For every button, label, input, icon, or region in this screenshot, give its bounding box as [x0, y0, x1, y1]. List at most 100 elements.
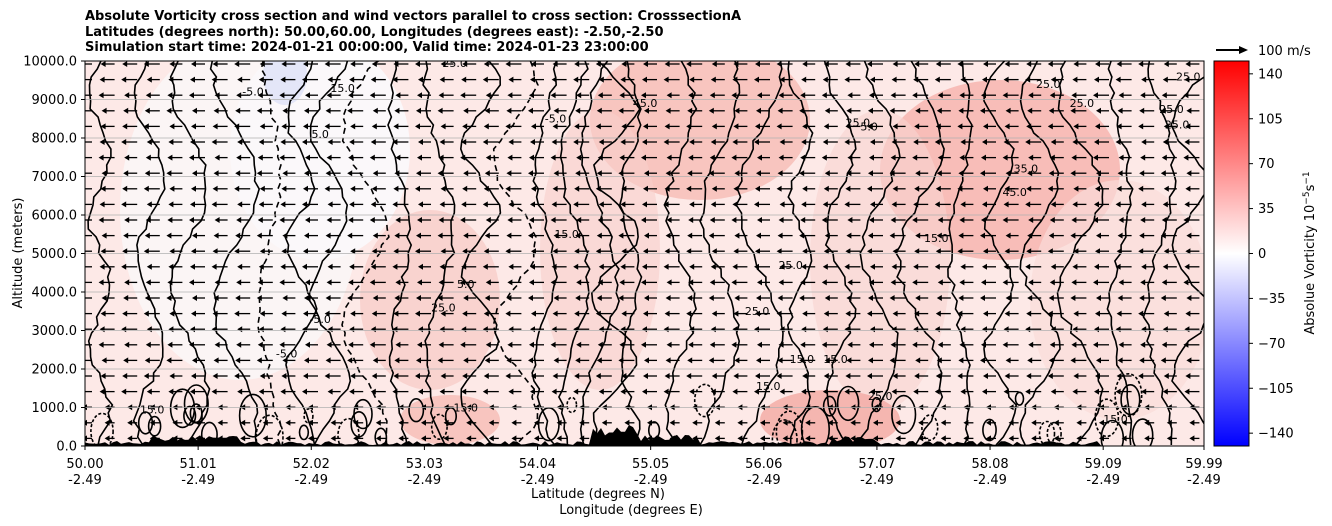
wind-vector-head	[1072, 76, 1078, 83]
colorbar-tick-label: −105	[1258, 382, 1294, 397]
wind-vector-head	[369, 217, 375, 223]
wind-vector-head	[1117, 295, 1123, 301]
wind-vector-head	[935, 248, 941, 255]
wind-vector-head	[146, 388, 152, 395]
wind-vector-head	[937, 154, 943, 161]
wind-vector-head	[915, 295, 921, 301]
wind-vector-head	[777, 357, 783, 364]
wind-vector-head	[461, 263, 467, 270]
wind-vector-head	[146, 201, 152, 208]
wind-vector-head	[573, 388, 579, 395]
wind-vector-head	[709, 341, 715, 348]
wind-vector-head	[709, 279, 715, 286]
wind-vector-head	[1048, 107, 1054, 114]
wind-vector-head	[302, 388, 307, 395]
contour-label: 45.0	[1002, 186, 1027, 199]
colorbar-tick-label: 70	[1258, 157, 1275, 172]
wind-vector-head	[279, 92, 285, 99]
wind-vector-head	[439, 76, 445, 83]
wind-vector-head	[1002, 217, 1008, 223]
wind-vector-head	[191, 61, 196, 67]
wind-vector-head	[799, 170, 805, 177]
wind-vector-head	[438, 279, 444, 286]
wind-vector-head	[776, 373, 782, 379]
wind-vector-head	[573, 201, 579, 208]
wind-vector-head	[417, 279, 422, 286]
wind-vector-head	[644, 295, 649, 301]
wind-vector-head	[756, 295, 761, 301]
contour-label: 45.0	[633, 97, 658, 110]
wind-vector-head	[418, 201, 423, 208]
wind-vector-head	[100, 310, 106, 317]
wind-vector-head	[534, 419, 539, 426]
wind-vector-head	[579, 435, 585, 442]
wind-vector-head	[983, 310, 988, 317]
wind-vector-head	[145, 154, 151, 161]
wind-vector-head	[1095, 123, 1100, 130]
wind-vector-head	[618, 107, 624, 114]
wind-vector-head	[869, 279, 874, 286]
wind-vector-head	[98, 279, 104, 286]
title-line-2: Latitudes (degrees north): 50.00,60.00, …	[85, 24, 664, 40]
wind-vector-head	[802, 61, 808, 67]
wind-vector-head	[1185, 61, 1191, 67]
wind-vector-head	[212, 373, 218, 379]
wind-vector-head	[889, 170, 895, 177]
wind-vector-head	[437, 170, 443, 177]
wind-vector-head	[889, 357, 895, 364]
wind-vector-head	[1140, 217, 1146, 223]
wind-vector-head	[595, 61, 601, 67]
wind-vector-head	[665, 170, 671, 177]
wind-vector-head	[1047, 373, 1053, 379]
x-tick-lat: 51.01	[180, 457, 217, 472]
wind-vector-head	[644, 107, 649, 114]
wind-vector-head	[98, 217, 104, 223]
wind-vector-head	[934, 139, 940, 145]
wind-vector-head	[326, 217, 332, 223]
wind-vector-head	[552, 61, 558, 67]
wind-vector-head	[1047, 61, 1053, 67]
wind-vector-head	[665, 107, 671, 114]
wind-vector-head	[101, 232, 107, 239]
wind-vector-head	[986, 435, 991, 442]
wind-vector-head	[708, 295, 714, 301]
wind-vector-head	[350, 61, 356, 67]
wind-vector-head	[1072, 201, 1078, 208]
x-tick-lon: -2.49	[747, 473, 781, 488]
wind-vector-head	[669, 419, 675, 426]
wind-vector-head	[800, 341, 806, 348]
wind-vector-head	[416, 107, 421, 114]
wind-vector-head	[99, 263, 105, 270]
wind-vector-head	[463, 357, 469, 364]
wind-vector-head	[304, 170, 309, 177]
wind-vector-head	[531, 123, 536, 130]
wind-vector-head	[191, 123, 196, 130]
wind-vector-head	[143, 373, 149, 379]
wind-vector-head	[732, 263, 738, 270]
wind-vector-head	[372, 170, 378, 177]
wind-vector-head	[393, 61, 399, 67]
wind-vector-head	[802, 248, 808, 255]
wind-vector-head	[1162, 263, 1168, 270]
wind-vector-head	[1047, 310, 1053, 317]
wind-vector-head	[124, 279, 130, 286]
y-tick-label: 5000.0	[32, 247, 78, 262]
x-tick-lon: -2.49	[68, 473, 102, 488]
wind-vector-head	[982, 139, 987, 145]
wind-vector-head	[104, 435, 110, 442]
wind-vector-head	[799, 357, 805, 364]
x-tick-lon: -2.49	[294, 473, 328, 488]
wind-vector-head	[957, 248, 963, 255]
wind-vector-head	[754, 76, 759, 83]
wind-vector-head	[395, 92, 401, 99]
wind-vector-head	[914, 185, 920, 192]
wind-vector-head	[236, 341, 242, 348]
wind-vector-head	[708, 107, 714, 114]
wind-vector-head	[234, 373, 240, 379]
wind-vector-head	[755, 310, 760, 317]
wind-vector-head	[1160, 232, 1166, 239]
wind-vector-head	[530, 201, 535, 208]
wind-vector-head	[620, 139, 626, 145]
wind-vector-head	[576, 154, 582, 161]
wind-vector-head	[123, 295, 129, 301]
